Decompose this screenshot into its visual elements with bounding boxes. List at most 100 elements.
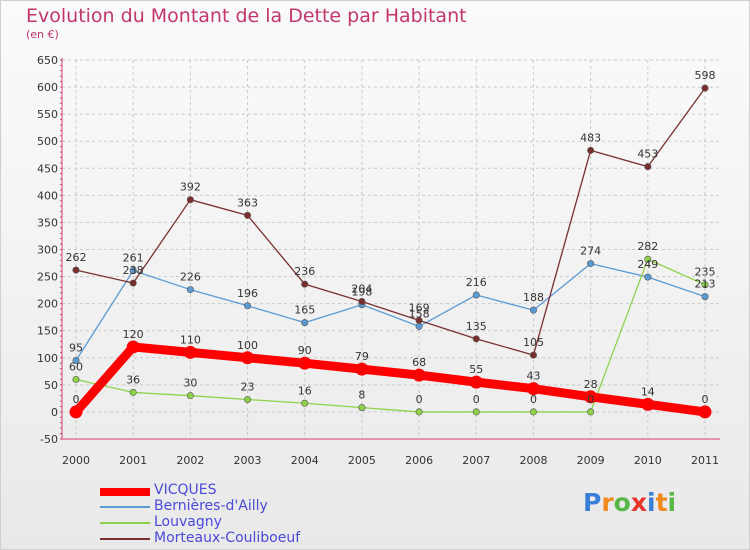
x-tick-label: 2009 [577,454,605,467]
axes: 650600550500450400350300250200150100500-… [37,54,720,467]
y-tick-label: 500 [37,135,58,148]
y-tick-label: 150 [37,325,58,338]
data-point [529,408,537,416]
x-tick-label: 2007 [462,454,490,467]
y-tick-label: 250 [37,271,58,284]
data-label: 165 [294,304,315,317]
data-label: 0 [530,393,537,406]
logo-letter: r [601,488,614,517]
data-point [698,405,712,419]
logo-letter: P [583,488,602,517]
legend-swatch [100,522,150,524]
data-point [244,211,252,219]
legend-swatch [100,488,150,496]
data-point [358,297,366,305]
y-tick-label: 50 [44,379,58,392]
data-point [415,408,423,416]
data-point [587,260,595,268]
x-tick-label: 2000 [62,454,90,467]
data-label: 483 [580,131,601,144]
data-label: 262 [66,251,87,264]
chart-subtitle: (en €) [26,28,59,41]
data-label: 198 [351,286,372,299]
data-label: 158 [409,307,430,320]
y-tick-label: 350 [37,216,58,229]
data-point [129,388,137,396]
data-point [469,375,483,389]
data-label: 95 [69,341,83,354]
data-point [72,375,80,383]
data-label: 55 [469,363,483,376]
data-point [355,362,369,376]
data-label: 0 [587,393,594,406]
data-label: 23 [241,380,255,393]
data-point [186,196,194,204]
y-tick-label: 400 [37,189,58,202]
data-label: 274 [580,245,601,258]
data-point [587,146,595,154]
y-tick-label: 100 [37,352,58,365]
data-point [186,392,194,400]
data-label: 261 [123,252,144,265]
data-point [129,267,137,275]
data-label: 238 [123,264,144,277]
data-label: 363 [237,196,258,209]
data-label: 135 [466,320,487,333]
legend-label: VICQUES [154,482,217,498]
data-label: 120 [123,328,144,341]
data-point [241,351,255,365]
data-point [298,356,312,370]
data-label: 0 [73,393,80,406]
data-label: 14 [641,385,655,398]
data-point [644,163,652,171]
data-point [526,382,540,396]
data-label: 0 [416,393,423,406]
data-point [641,397,655,411]
series-line [75,262,706,361]
data-point [644,273,652,281]
data-point [644,255,652,263]
x-tick-label: 2011 [691,454,719,467]
data-point [472,291,480,299]
data-point [183,345,197,359]
data-label: 16 [298,384,312,397]
x-tick-label: 2004 [291,454,319,467]
data-point [529,306,537,314]
series-line [75,258,706,413]
data-point [412,368,426,382]
data-label: 453 [637,148,658,161]
data-point [701,281,709,289]
data-point [415,316,423,324]
data-point [415,322,423,330]
data-label: 43 [526,370,540,383]
data-label: 79 [355,350,369,363]
data-label: 90 [298,344,312,357]
data-label: 236 [294,265,315,278]
data-label: 196 [237,287,258,300]
data-point [126,340,140,354]
data-point [472,408,480,416]
grid [62,59,720,440]
data-point [244,395,252,403]
series-line [75,87,706,356]
logo-letter: i [667,488,677,517]
y-tick-label: 600 [37,81,58,94]
x-tick-label: 2008 [519,454,547,467]
logo-letter: i [647,488,656,517]
y-tick-label: 0 [51,406,58,419]
data-point [301,319,309,327]
series-layer [69,84,712,419]
data-label: 282 [637,240,658,253]
data-label: 28 [584,378,598,391]
y-tick-label: 450 [37,162,58,175]
data-label: 36 [126,373,140,386]
data-label: 0 [473,393,480,406]
legend-label: Morteaux-Couliboeuf [154,530,301,546]
legend-label: Bernières-d'Ailly [154,498,268,514]
data-point [529,351,537,359]
x-tick-label: 2001 [119,454,147,467]
data-label: 0 [702,393,709,406]
data-point [358,404,366,412]
data-point [301,399,309,407]
